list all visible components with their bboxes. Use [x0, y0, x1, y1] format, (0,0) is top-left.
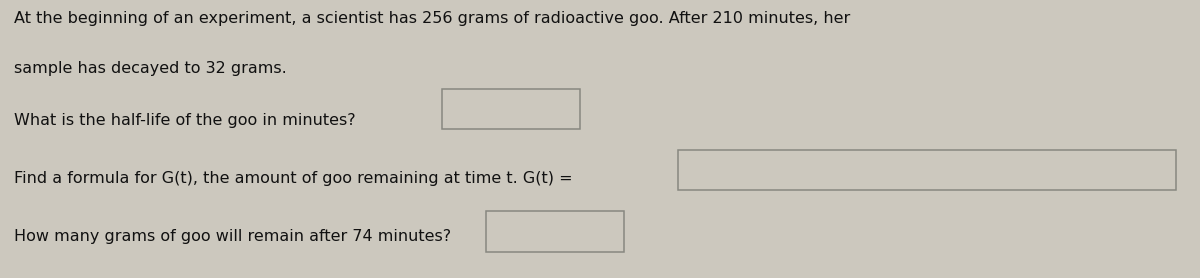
- Text: How many grams of goo will remain after 74 minutes?: How many grams of goo will remain after …: [14, 229, 451, 244]
- FancyBboxPatch shape: [486, 211, 624, 252]
- Text: Find a formula for G(t), the amount of goo remaining at time t. G(t) =: Find a formula for G(t), the amount of g…: [14, 171, 574, 186]
- Text: What is the half-life of the goo in minutes?: What is the half-life of the goo in minu…: [14, 113, 356, 128]
- Text: At the beginning of an experiment, a scientist has 256 grams of radioactive goo.: At the beginning of an experiment, a sci…: [14, 11, 851, 26]
- FancyBboxPatch shape: [442, 89, 580, 129]
- Text: sample has decayed to 32 grams.: sample has decayed to 32 grams.: [14, 61, 287, 76]
- FancyBboxPatch shape: [678, 150, 1176, 190]
